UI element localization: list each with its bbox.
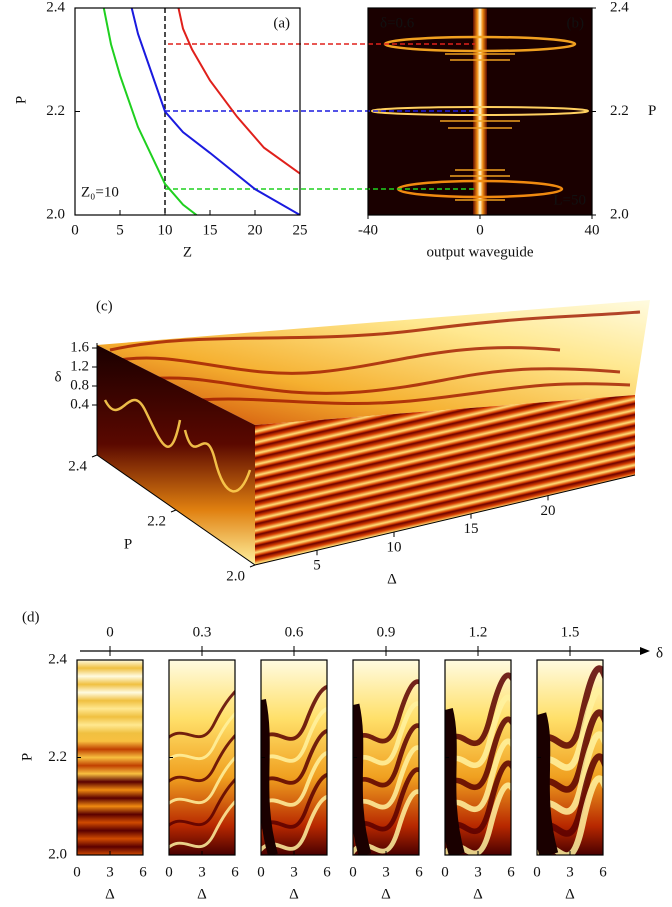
- heatmap: [348, 660, 424, 860]
- y-tick-label: 2.0: [46, 206, 65, 222]
- x-tick-label: 10: [387, 539, 402, 555]
- x-axis-label: Δ: [289, 886, 299, 902]
- x-tick-label: 20: [248, 222, 263, 238]
- x-axis-label: Δ: [381, 886, 391, 902]
- y-tick-label: 2.2: [147, 513, 166, 529]
- x-tick-label: 5: [313, 558, 321, 574]
- y-tick-label: 2.0: [610, 206, 629, 222]
- heatmap: [532, 660, 608, 868]
- x-axis-label: Δ: [105, 886, 115, 902]
- x-tick-label: 0: [349, 864, 357, 880]
- curve: [179, 8, 301, 174]
- x-tick-label: 5: [116, 222, 124, 238]
- panel-label: (c): [96, 298, 113, 314]
- x-tick-label: 15: [203, 222, 218, 238]
- figure: 0 5 10 15 20 25 2.0 2.2 2.4 Z P (a) Z₀=10 -40 0 40 2.0 2.…: [0, 0, 672, 907]
- x-tick-label: 10: [158, 222, 173, 238]
- y-tick-label: 2.4: [46, 0, 65, 15]
- x-axis-label: Δ: [565, 886, 575, 902]
- annotation: δ=0.6: [380, 15, 415, 31]
- panel-label: (d): [22, 609, 40, 625]
- x-tick-label: 0: [441, 864, 449, 880]
- y-tick: [171, 510, 176, 512]
- y-tick-label: 2.0: [226, 568, 245, 584]
- y-tick-label: 2.4: [48, 651, 67, 667]
- top-tick-label: 0.9: [377, 624, 396, 640]
- x-tick-label: 3: [198, 864, 206, 880]
- x-tick-label: 3: [290, 864, 298, 880]
- panel-label: (b): [567, 15, 585, 31]
- x-tick-label: 3: [566, 864, 574, 880]
- x-axis-label: Δ: [387, 571, 397, 587]
- x-tick-label: 0: [71, 222, 79, 238]
- z-tick-label: 1.2: [70, 358, 89, 374]
- annotation: L=50: [553, 192, 586, 208]
- z-axis-label: δ: [54, 369, 61, 385]
- top-tick-label: 0.3: [193, 624, 212, 640]
- y-axis-label: P: [13, 96, 29, 104]
- x-axis-label: Δ: [473, 886, 483, 902]
- x-tick-label: 6: [415, 864, 423, 880]
- top-tick-label: 1.2: [469, 624, 488, 640]
- y-tick-label: 2.2: [610, 103, 629, 119]
- x-axis-label: Δ: [197, 886, 207, 902]
- delta-axis-arrow: [640, 647, 650, 655]
- top-tick-label: 0: [106, 624, 114, 640]
- x-tick-label: 0: [165, 864, 173, 880]
- heatmap: [164, 660, 240, 855]
- x-tick-label: 3: [106, 864, 114, 880]
- y-axis-label: P: [124, 536, 132, 552]
- y-tick-label: 2.2: [48, 749, 67, 765]
- x-tick-label: 6: [139, 864, 147, 880]
- x-tick-label: 15: [464, 521, 479, 537]
- x-tick-label: 6: [507, 864, 515, 880]
- panel-label: (a): [273, 15, 290, 31]
- x-tick-label: 20: [541, 503, 556, 519]
- x-tick-label: 6: [231, 864, 239, 880]
- top-tick-label: 0.6: [285, 624, 304, 640]
- z-tick-label: 0.4: [70, 396, 89, 412]
- x-tick-label: 0: [73, 864, 81, 880]
- x-tick-label: 0: [257, 864, 265, 880]
- y-tick-label: 2.2: [46, 103, 65, 119]
- z-tick-label: 1.6: [70, 339, 89, 355]
- z-tick-label: 0.8: [70, 377, 89, 393]
- x-tick-label: 6: [599, 864, 607, 880]
- x-tick-label: 25: [293, 222, 308, 238]
- x-tick-label: 0: [533, 864, 541, 880]
- x-axis-label: Z: [183, 244, 192, 260]
- heatmap: [77, 660, 143, 855]
- y-tick: [250, 565, 255, 567]
- top-axis-label: δ: [656, 645, 663, 661]
- annotation: Z₀=10: [81, 184, 119, 200]
- heatmap: [440, 660, 516, 864]
- y-tick-label: 2.4: [610, 0, 629, 15]
- x-tick-label: -40: [358, 222, 378, 238]
- x-tick-label: 3: [382, 864, 390, 880]
- heatmap: [256, 660, 332, 856]
- y-tick: [92, 455, 97, 457]
- y-axis-label: P: [19, 753, 35, 761]
- y-tick-label: 2.4: [68, 458, 87, 474]
- x-tick-label: 3: [474, 864, 482, 880]
- surface-box: [97, 300, 650, 565]
- y-axis-label: P: [648, 103, 656, 119]
- top-tick-label: 1.5: [561, 624, 580, 640]
- y-tick-label: 2.0: [48, 846, 67, 862]
- x-tick-label: 0: [476, 222, 484, 238]
- page: {"chart_data": [ {"type": "line", "label…: [0, 0, 672, 907]
- x-axis-label: output waveguide: [426, 244, 533, 260]
- x-tick-label: 6: [323, 864, 331, 880]
- x-tick-label: 40: [585, 222, 600, 238]
